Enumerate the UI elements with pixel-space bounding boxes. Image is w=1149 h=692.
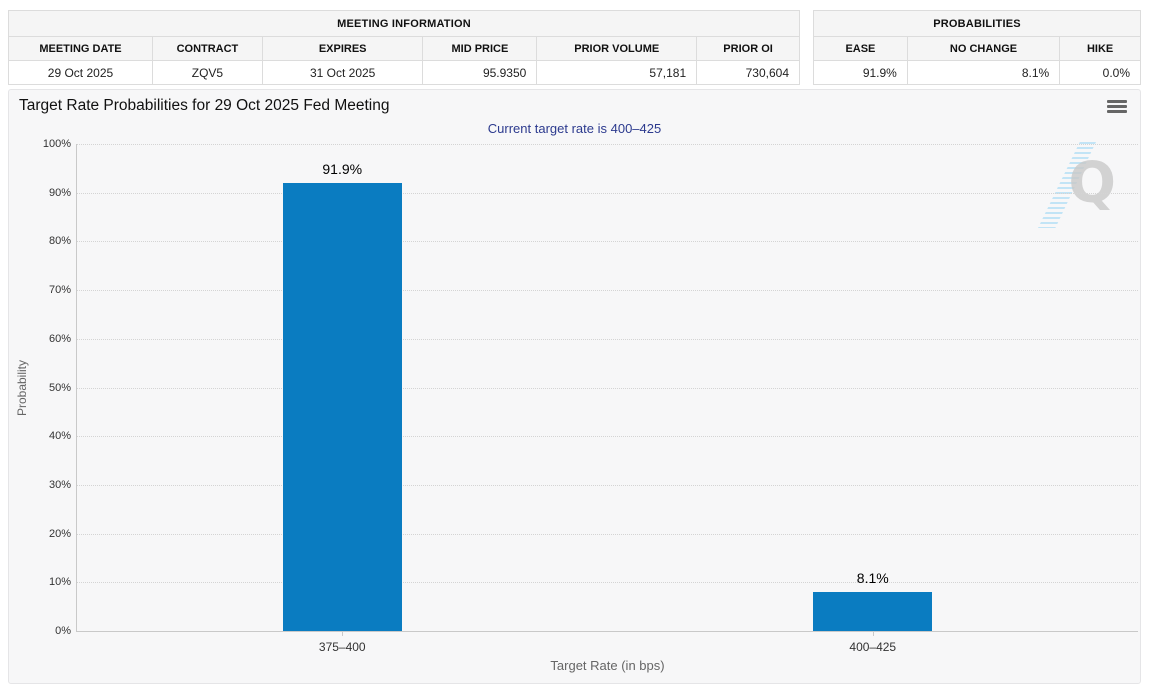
gridline-60 [77,339,1138,340]
meeting-info-value-4: 57,181 [537,61,697,85]
quikstrike-watermark-logo: Q [1064,148,1116,226]
gridline-40 [77,436,1138,437]
probabilities-value-2: 0.0% [1060,61,1141,85]
chart-title: Target Rate Probabilities for 29 Oct 202… [19,97,389,115]
gridline-10 [77,582,1138,583]
meeting-info-data-row: 29 Oct 2025ZQV531 Oct 202595.935057,1817… [9,61,800,85]
y-tick-label-40: 40% [49,430,71,442]
x-category-label-0: 375–400 [319,640,366,654]
gridline-50 [77,388,1138,389]
y-tick-label-30: 30% [49,479,71,491]
meeting-info-value-1: ZQV5 [152,61,262,85]
chart-subtitle: Current target rate is 400–425 [9,121,1140,136]
meeting-info-col-header-3: MID PRICE [423,37,537,61]
x-tick-0 [342,631,343,636]
bar-value-label-1: 8.1% [857,570,889,586]
plot-area: Probability Target Rate (in bps) Q 0%10%… [76,144,1138,632]
x-tick-1 [873,631,874,636]
meeting-info-col-header-5: PRIOR OI [697,37,800,61]
gridline-70 [77,290,1138,291]
watermark-swoosh-icon [1038,142,1096,228]
y-tick-label-60: 60% [49,333,71,345]
x-axis-title: Target Rate (in bps) [550,658,664,673]
y-tick-label-20: 20% [49,528,71,540]
gridline-30 [77,485,1138,486]
meeting-info-col-header-0: MEETING DATE [9,37,153,61]
probabilities-value-1: 8.1% [907,61,1059,85]
meeting-info-value-2: 31 Oct 2025 [262,61,423,85]
y-axis-title: Probability [15,359,29,415]
bar-0 [283,183,402,631]
y-tick-label-80: 80% [49,235,71,247]
probabilities-table: PROBABILITIES EASENO CHANGEHIKE 91.9%8.1… [813,10,1141,85]
y-tick-label-50: 50% [49,382,71,394]
meeting-info-value-5: 730,604 [697,61,800,85]
meeting-info-header-row: MEETING DATECONTRACTEXPIRESMID PRICEPRIO… [9,37,800,61]
watermark-q-letter: Q [1068,156,1116,212]
probabilities-col-header-1: NO CHANGE [907,37,1059,61]
gridline-100 [77,144,1138,145]
meeting-info-col-header-1: CONTRACT [152,37,262,61]
meeting-info-table: MEETING INFORMATION MEETING DATECONTRACT… [8,10,800,85]
probabilities-data-row: 91.9%8.1%0.0% [814,61,1141,85]
y-tick-label-100: 100% [43,138,71,150]
bar-1 [813,592,932,631]
chart-panel: Target Rate Probabilities for 29 Oct 202… [8,89,1141,684]
meeting-info-col-header-2: EXPIRES [262,37,423,61]
probabilities-table-title: PROBABILITIES [814,11,1141,37]
y-tick-label-10: 10% [49,576,71,588]
meeting-info-value-0: 29 Oct 2025 [9,61,153,85]
y-tick-label-70: 70% [49,284,71,296]
gridline-90 [77,193,1138,194]
probabilities-col-header-2: HIKE [1060,37,1141,61]
top-tables-row: MEETING INFORMATION MEETING DATECONTRACT… [0,0,1149,85]
probabilities-value-0: 91.9% [814,61,908,85]
bar-value-label-0: 91.9% [322,161,362,177]
meeting-info-value-3: 95.9350 [423,61,537,85]
gridline-80 [77,241,1138,242]
x-category-label-1: 400–425 [849,640,896,654]
gridline-20 [77,534,1138,535]
y-tick-label-90: 90% [49,187,71,199]
probabilities-header-row: EASENO CHANGEHIKE [814,37,1141,61]
y-tick-label-0: 0% [55,625,71,637]
meeting-info-col-header-4: PRIOR VOLUME [537,37,697,61]
hamburger-menu-icon[interactable] [1107,99,1127,114]
probabilities-col-header-0: EASE [814,37,908,61]
meeting-info-table-title: MEETING INFORMATION [9,11,800,37]
